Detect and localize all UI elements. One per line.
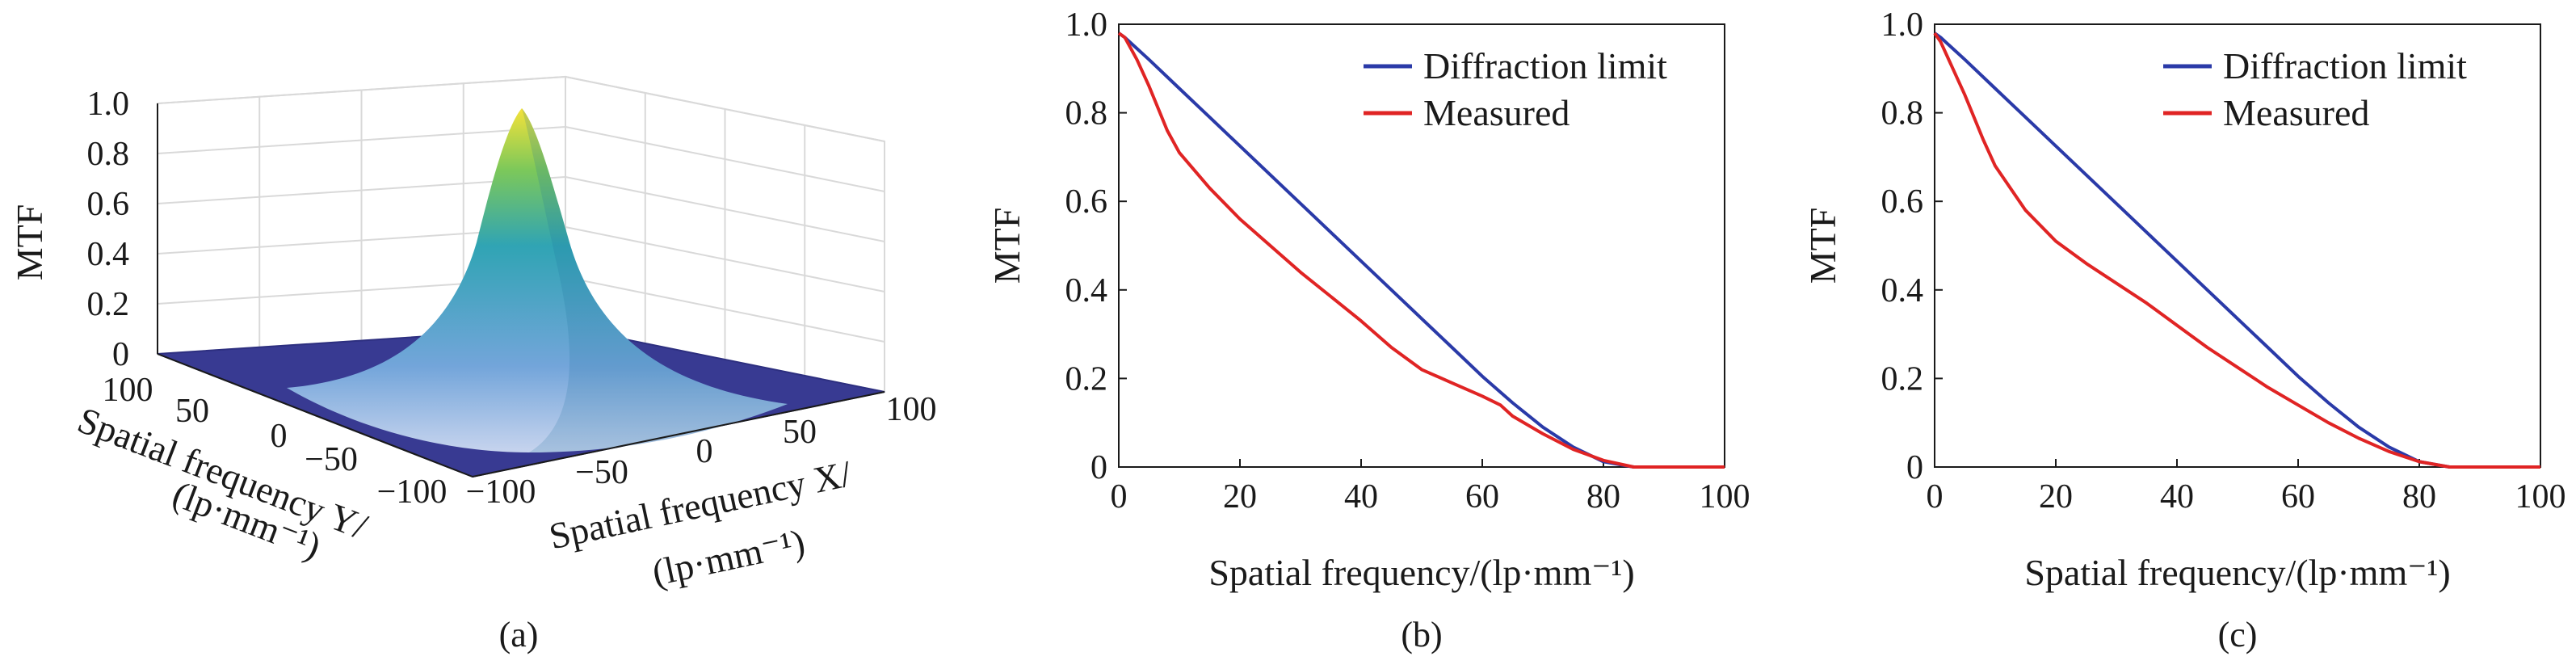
y-tick-labels: 0 0.2 0.4 0.6 0.8 1.0 (1065, 6, 1127, 486)
x-tick-labels: 0 20 40 60 80 100 (1927, 459, 2566, 515)
y-tick-label: 0.4 (1881, 272, 1924, 309)
series-lines (1933, 32, 2540, 469)
caption-b: (b) (1401, 615, 1442, 654)
legend-label-diffraction: Diffraction limit (1423, 45, 1667, 86)
x-tick-label: 0 (1111, 478, 1128, 515)
series-diffraction-limit-line (1117, 32, 1725, 469)
caption-a: (a) (499, 615, 539, 654)
x-tick-label: 60 (1465, 478, 1499, 515)
x-axis-line (472, 391, 885, 478)
y-axis-label: MTF (1802, 208, 1843, 284)
panel-c-line-chart: 0 0.2 0.4 0.6 0.8 1.0 0 20 40 60 80 100 MTF Spatia… (1802, 6, 2566, 654)
y-axis-label: MTF (986, 208, 1027, 284)
surface-grid (157, 75, 885, 393)
y-tick-label: −50 (305, 441, 358, 478)
x-tick-labels: 0 20 40 60 80 100 (1111, 459, 1750, 515)
x-tick-label: 100 (886, 391, 937, 428)
y-tick-label: 100 (103, 372, 153, 409)
y-axis-line (157, 353, 473, 478)
z-tick-label: 0.4 (87, 236, 130, 273)
y-tick-label: 0.6 (1065, 183, 1108, 221)
x-tick-label: 40 (2160, 478, 2194, 515)
y-tick-label: 0.2 (1881, 360, 1924, 398)
x-tick-label: 40 (1344, 478, 1378, 515)
z-tick-label: 0.6 (87, 186, 130, 223)
y-tick-labels: 100 50 0 −50 −100 (103, 372, 448, 511)
x-axis-label: Spatial frequency/(lp·mm⁻¹) (1208, 552, 1634, 593)
mtf-surface (287, 108, 788, 452)
legend: Diffraction limit Measured (2163, 45, 2467, 133)
y-tick-label: 0 (1906, 449, 1923, 486)
y-tick-label: 0.8 (1065, 95, 1108, 133)
y-tick-label: 0 (271, 418, 288, 455)
y-tick-label: 0.4 (1065, 272, 1108, 309)
plot-frame (1118, 23, 1725, 468)
x-tick-labels: −100 −50 0 50 100 (466, 391, 937, 511)
series-lines (1117, 32, 1725, 469)
mtf-surface-shade (522, 108, 788, 452)
x-tick-label: 80 (1586, 478, 1620, 515)
caption-c: (c) (2218, 615, 2258, 654)
y-tick-label: 0.8 (1881, 95, 1924, 133)
x-tick-label: 80 (2402, 478, 2436, 515)
legend-label-diffraction: Diffraction limit (2223, 45, 2467, 86)
x-tick-label: 60 (2281, 478, 2315, 515)
x-tick-label: 0 (1927, 478, 1944, 515)
x-tick-label: 0 (696, 433, 713, 470)
x-tick-label: 100 (1700, 478, 1750, 515)
legend-label-measured: Measured (1423, 92, 1570, 133)
z-tick-labels: 0 0.2 0.4 0.6 0.8 1.0 (87, 86, 130, 373)
plot-frame (1934, 23, 2541, 468)
x-axis-label: Spatial frequency/(lp·mm⁻¹) (2024, 552, 2450, 593)
y-tick-label: 0 (1090, 449, 1107, 486)
x-tick-label: 20 (1223, 478, 1257, 515)
x-tick-label: −50 (575, 454, 628, 491)
series-measured-line (1117, 32, 1725, 469)
z-tick-label: 0 (112, 336, 129, 373)
y-tick-label: 0.2 (1065, 360, 1108, 398)
x-tick-label: 100 (2515, 478, 2566, 515)
y-tick-label: 0.6 (1881, 183, 1924, 221)
legend: Diffraction limit Measured (1364, 45, 1667, 133)
x-axis-label-line2: (lp·mm⁻¹) (649, 521, 809, 594)
y-tick-label: 1.0 (1065, 6, 1108, 44)
z-tick-label: 0.8 (87, 136, 130, 173)
y-tick-label: 50 (175, 393, 209, 430)
panel-a-surface-plot: 0 0.2 0.4 0.6 0.8 1.0 MTF 100 50 0 −50 −… (9, 75, 937, 654)
x-tick-label: 20 (2039, 478, 2073, 515)
z-tick-label: 0.2 (87, 286, 130, 323)
y-tick-label: −100 (377, 473, 448, 511)
x-tick-label: 50 (783, 414, 817, 451)
legend-label-measured: Measured (2223, 92, 2369, 133)
series-measured-line (1933, 32, 2540, 469)
y-tick-label: 1.0 (1881, 6, 1924, 44)
z-tick-label: 1.0 (87, 86, 130, 123)
z-axis-label: MTF (9, 204, 50, 281)
x-tick-label: −100 (466, 473, 536, 511)
y-tick-labels: 0 0.2 0.4 0.6 0.8 1.0 (1881, 6, 1943, 486)
panel-b-line-chart: 0 0.2 0.4 0.6 0.8 1.0 0 20 40 60 80 100 MTF Spatia… (986, 6, 1750, 654)
